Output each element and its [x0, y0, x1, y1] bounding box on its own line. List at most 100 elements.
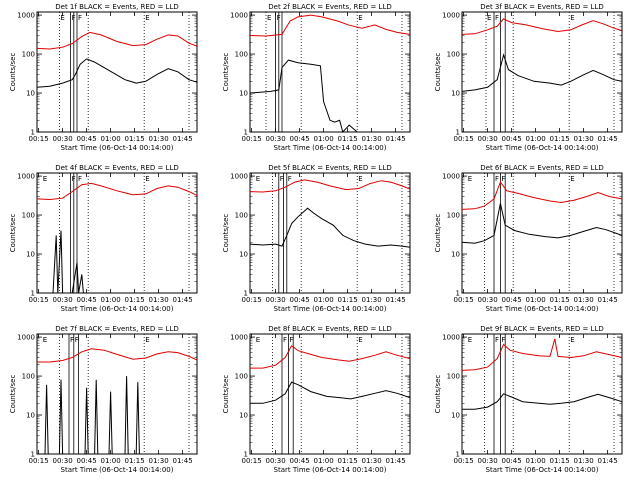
marker-label: F: [72, 175, 76, 183]
lld-series-line: [249, 14, 411, 37]
x-tick-label: 01:45: [386, 457, 406, 465]
y-tick-label: 1000: [230, 12, 248, 20]
x-tick-label: 00:30: [478, 457, 498, 465]
events-series-line: [461, 203, 623, 244]
x-axis-label: Start Time (06-Oct-14 00:14:00): [61, 305, 174, 313]
lld-series-line: [36, 31, 198, 50]
x-tick-label: 00:30: [266, 296, 286, 304]
y-tick-label: 1000: [17, 173, 35, 181]
x-tick-label: 01:00: [314, 457, 334, 465]
events-series-line: [249, 207, 411, 248]
marker-label: E: [256, 336, 260, 344]
y-tick-label: 1000: [17, 12, 35, 20]
marker-label: E: [145, 175, 149, 183]
y-tick-label: 10: [451, 412, 460, 420]
lld-series-line: [36, 182, 198, 201]
x-tick-label: 01:15: [338, 296, 358, 304]
x-tick-label: 01:15: [550, 135, 570, 143]
panel-4: Det 4f BLACK = Events, RED = LLD 1 10 100 10…: [9, 164, 198, 313]
x-tick-label: 01:30: [149, 296, 169, 304]
y-axis-label: Counts/sec: [9, 375, 17, 414]
x-tick-label: 00:45: [290, 296, 310, 304]
marker-label: F: [288, 175, 292, 183]
y-tick-label: 1: [244, 129, 248, 137]
x-tick-label: 00:45: [77, 457, 97, 465]
events-series-line: [250, 381, 411, 404]
marker-label: F: [289, 336, 293, 344]
x-axis-label: Start Time (06-Oct-14 00:14:00): [274, 305, 387, 313]
events-series-line: [37, 230, 197, 294]
y-tick-label: 1: [456, 290, 460, 298]
x-tick-label: 01:45: [598, 135, 618, 143]
marker-label: E: [43, 336, 47, 344]
x-tick-label: 00:45: [502, 457, 522, 465]
y-tick-label: 10: [239, 90, 248, 98]
plot-frame: [461, 172, 623, 294]
marker-label: F: [501, 175, 505, 183]
panel-title: Det 8f BLACK = Events, RED = LLD: [268, 325, 391, 333]
y-axis-label: Counts/sec: [434, 375, 442, 414]
x-tick-label: 00:15: [454, 135, 474, 143]
y-axis-label: Counts/sec: [222, 375, 230, 414]
marker-label: F: [78, 14, 82, 22]
y-tick-label: 10: [451, 90, 460, 98]
x-tick-label: 00:30: [478, 296, 498, 304]
x-tick-label: 01:00: [314, 296, 334, 304]
panel-title: Det 4f BLACK = Events, RED = LLD: [55, 164, 178, 172]
y-tick-label: 1: [244, 290, 248, 298]
y-tick-label: 100: [235, 373, 248, 381]
x-tick-label: 01:45: [173, 296, 193, 304]
y-tick-label: 1000: [17, 334, 35, 342]
panel-7: Det 7f BLACK = Events, RED = LLD 1 10 100 10…: [9, 325, 198, 474]
lld-series-line: [461, 18, 623, 35]
x-axis-label: Start Time (06-Oct-14 00:14:00): [274, 466, 387, 474]
x-tick-label: 01:45: [386, 135, 406, 143]
marker-label: F: [277, 14, 281, 22]
x-tick-label: 00:30: [266, 135, 286, 143]
y-tick-label: 100: [22, 212, 35, 220]
panel-8: Det 8f BLACK = Events, RED = LLD 1 10 100 10…: [222, 325, 411, 474]
panel-9: Det 9f BLACK = Events, RED = LLD 1 10 100 10…: [434, 325, 623, 474]
x-tick-label: 00:30: [53, 457, 73, 465]
panel-2: Det 2f BLACK = Events, RED = LLD 1 10 100 10…: [222, 3, 411, 152]
y-tick-label: 1: [31, 290, 35, 298]
y-axis-label: Counts/sec: [9, 53, 17, 92]
marker-label: F: [495, 175, 499, 183]
x-tick-label: 01:15: [338, 135, 358, 143]
marker-label: E: [60, 14, 64, 22]
x-tick-label: 01:30: [362, 457, 382, 465]
x-tick-label: 00:15: [242, 135, 262, 143]
x-tick-label: 00:30: [478, 135, 498, 143]
panel-title: Det 2f BLACK = Events, RED = LLD: [268, 3, 391, 11]
plot-frame: [36, 11, 198, 133]
x-tick-label: 01:15: [550, 457, 570, 465]
marker-label: E: [570, 336, 574, 344]
y-tick-label: 10: [26, 251, 35, 259]
y-axis-label: Counts/sec: [222, 53, 230, 92]
marker-label: E: [570, 175, 574, 183]
events-series-line: [461, 53, 623, 92]
lld-series-line: [37, 348, 198, 363]
x-tick-label: 00:15: [242, 296, 262, 304]
plot-frame: [461, 11, 623, 133]
y-axis-label: Counts/sec: [434, 214, 442, 253]
x-axis-label: Start Time (06-Oct-14 00:14:00): [61, 144, 174, 152]
marker-label: E: [358, 336, 362, 344]
marker-label: E: [468, 175, 472, 183]
x-tick-label: 00:45: [77, 135, 97, 143]
y-tick-label: 1000: [442, 334, 460, 342]
events-series-line: [249, 59, 410, 133]
x-axis-label: Start Time (06-Oct-14 00:14:00): [486, 144, 599, 152]
x-tick-label: 01:45: [598, 457, 618, 465]
x-tick-label: 01:15: [550, 296, 570, 304]
x-tick-label: 00:15: [454, 296, 474, 304]
y-tick-label: 100: [22, 51, 35, 59]
x-tick-label: 01:00: [101, 135, 121, 143]
y-tick-label: 1: [456, 451, 460, 459]
y-tick-label: 10: [26, 412, 35, 420]
events-series-line: [36, 58, 198, 88]
x-tick-label: 01:45: [598, 296, 618, 304]
y-tick-label: 100: [447, 212, 460, 220]
x-axis-label: Start Time (06-Oct-14 00:14:00): [486, 466, 599, 474]
panel-1: Det 1f BLACK = Events, RED = LLD 1 10 100 10…: [9, 3, 198, 152]
